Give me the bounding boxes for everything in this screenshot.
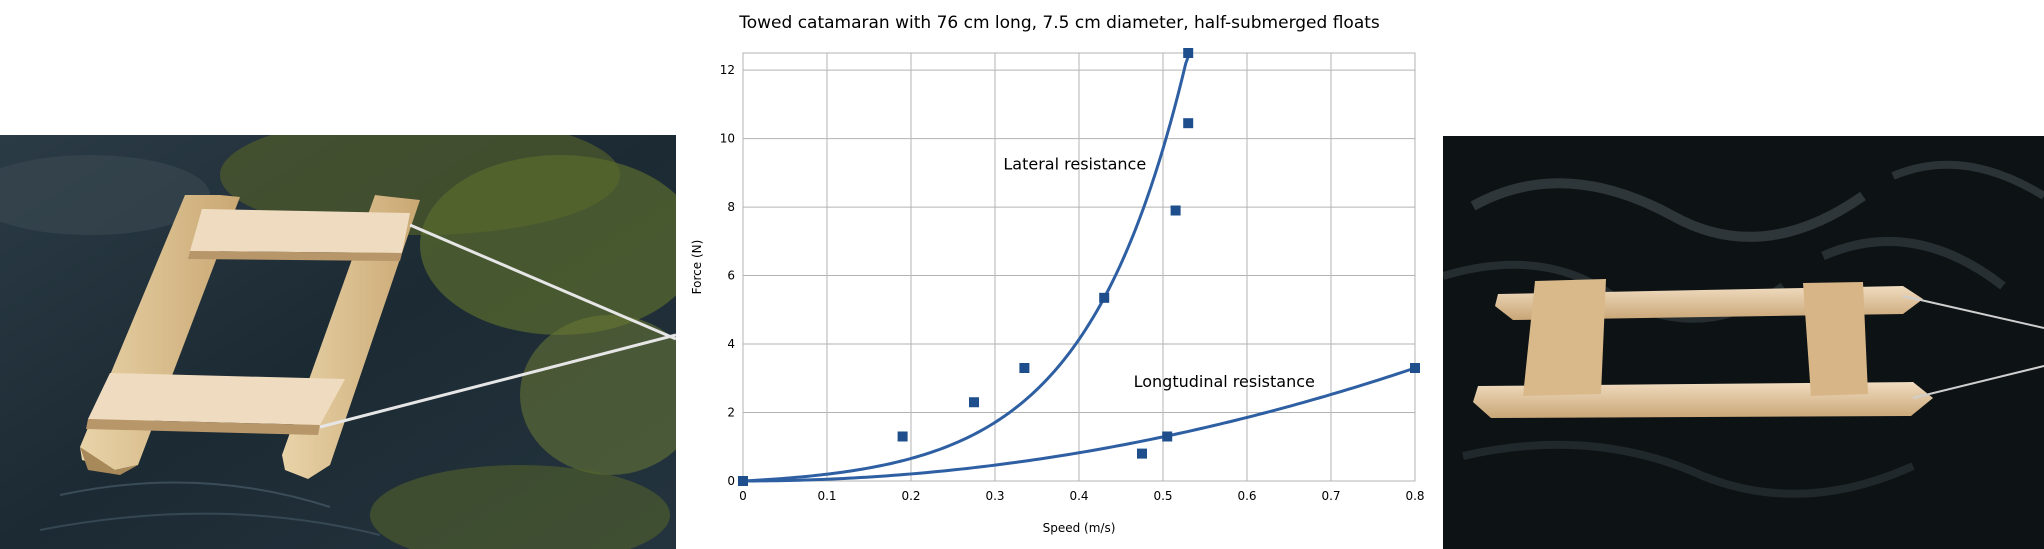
y-tick-label: 8 [727,200,735,214]
x-tick-label: 0.2 [901,489,920,503]
x-tick-label: 0 [739,489,747,503]
data-point [1183,48,1194,58]
trend-curves [742,52,1416,483]
y-tick-label: 6 [727,269,735,283]
data-markers [738,48,1420,486]
plot-frame [742,52,1416,482]
chart-panel: Towed catamaran with 76 cm long, 7.5 cm … [676,0,1443,549]
x-tick-label: 0.1 [817,489,836,503]
data-point [738,476,748,486]
data-point [1137,448,1147,459]
catamaran-photo-right [1443,136,2044,549]
data-point [1183,118,1194,129]
x-tick-labels: 0 0.1 0.2 0.3 0.4 0.5 0.6 0.7 0.8 [739,489,1424,503]
trend-line [742,366,1416,483]
data-point [1019,363,1030,374]
y-tick-labels: 0 2 4 6 8 10 12 [720,63,735,488]
trend-line [742,52,1192,483]
y-tick-label: 2 [727,406,735,420]
catamaran-photo-left [0,135,676,549]
y-tick-label: 0 [727,474,735,488]
y-tick-label: 4 [727,337,735,351]
x-tick-label: 0.6 [1237,489,1256,503]
data-point [897,431,908,442]
series-label: Longtudinal resistance [1134,372,1315,391]
data-point [969,397,979,408]
x-tick-label: 0.3 [985,489,1004,503]
data-point [1099,292,1110,303]
data-point [1162,431,1173,442]
x-tick-label: 0.8 [1405,489,1424,503]
series-label: Lateral resistance [1003,154,1146,173]
x-tick-label: 0.4 [1069,489,1088,503]
chart-title: Towed catamaran with 76 cm long, 7.5 cm … [739,13,1380,33]
y-tick-label: 10 [720,132,735,146]
data-point [1410,363,1420,374]
y-axis-label: Force (N) [690,240,704,295]
series-labels: Lateral resistance Longtudinal resistance [1003,154,1314,390]
x-tick-label: 0.7 [1321,489,1340,503]
grid-lines [742,53,1416,482]
chart-plot: 0 0.1 0.2 0.3 0.4 0.5 0.6 0.7 0.8 0 2 4 6 8 10 12 Late… [690,48,1425,535]
data-point [1170,205,1181,216]
x-tick-label: 0.5 [1153,489,1172,503]
y-tick-label: 12 [720,63,735,77]
x-axis-label: Speed (m/s) [1043,521,1116,535]
